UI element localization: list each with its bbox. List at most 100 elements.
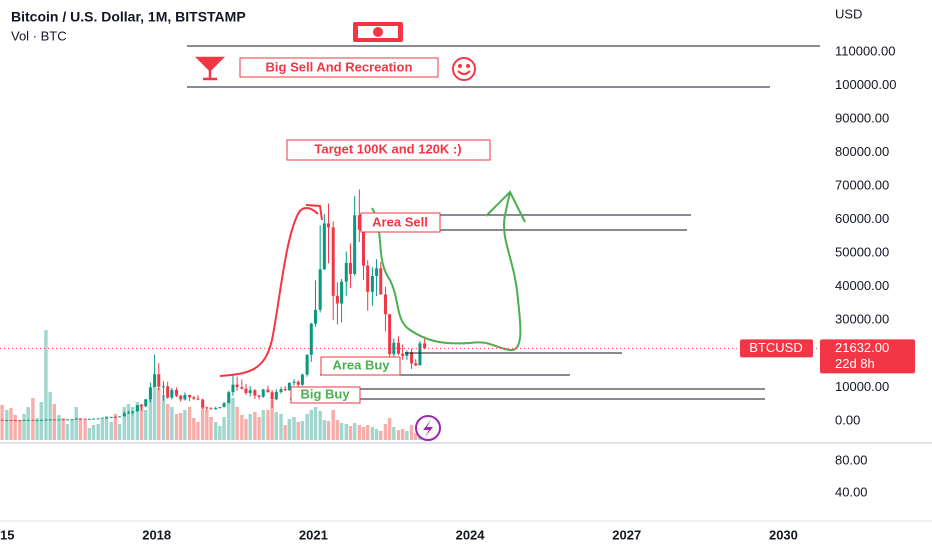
volume-bar bbox=[161, 395, 166, 440]
volume-bar bbox=[352, 423, 357, 440]
candle-body bbox=[327, 223, 331, 228]
volume-bar bbox=[83, 420, 87, 440]
volume-bar bbox=[22, 414, 26, 440]
candle-body bbox=[91, 418, 95, 420]
volume-bar bbox=[91, 425, 96, 440]
candle-body bbox=[188, 394, 192, 398]
volume-bar bbox=[48, 392, 52, 440]
price-label-box bbox=[820, 339, 915, 374]
y-tick-label: 100000.00 bbox=[835, 77, 896, 92]
volume-bar bbox=[165, 404, 170, 440]
volume-bar bbox=[305, 414, 309, 440]
candle-body bbox=[161, 386, 165, 388]
y-tick-label: 90000.00 bbox=[835, 110, 889, 125]
volume-bar bbox=[392, 427, 396, 440]
candle-body bbox=[9, 420, 13, 422]
volume-bar bbox=[274, 412, 278, 440]
candle-body bbox=[296, 381, 300, 385]
y-tick-label: 80.00 bbox=[835, 452, 868, 467]
countdown-label: 22d 8h bbox=[835, 356, 875, 371]
candle-body bbox=[214, 407, 218, 410]
glass-icon bbox=[194, 56, 226, 81]
volume-bar bbox=[218, 426, 222, 440]
candle-body bbox=[44, 419, 48, 421]
candle-body bbox=[362, 229, 366, 266]
volume-bar bbox=[240, 415, 244, 440]
volume-bar bbox=[35, 418, 39, 440]
volume-bar bbox=[396, 430, 401, 440]
candle-body bbox=[0, 419, 4, 421]
candle-body bbox=[78, 418, 82, 420]
volume-bar bbox=[335, 420, 340, 440]
plot-area bbox=[0, 189, 427, 440]
volume-bar bbox=[287, 419, 292, 440]
annotation-box bbox=[286, 139, 491, 161]
candle-body bbox=[113, 416, 117, 418]
volume-bar bbox=[39, 402, 43, 440]
volume-bar bbox=[61, 418, 65, 440]
candle-body bbox=[270, 392, 274, 400]
volume-bar bbox=[44, 330, 48, 440]
candle-body bbox=[410, 352, 414, 364]
candle-body bbox=[357, 215, 361, 230]
candle-body bbox=[244, 388, 248, 394]
volume-bar bbox=[31, 398, 35, 440]
y-tick-label: 70000.00 bbox=[835, 178, 889, 193]
candle-body bbox=[39, 419, 43, 421]
price-label: 21632.00 bbox=[835, 340, 889, 355]
candle-body bbox=[109, 416, 113, 418]
x-tick-label: 2030 bbox=[769, 527, 798, 542]
volume-bar bbox=[270, 400, 274, 440]
volume-bar bbox=[309, 410, 313, 440]
y-tick-label: 50000.00 bbox=[835, 245, 889, 260]
volume-bar bbox=[339, 423, 344, 440]
volume-bar bbox=[326, 421, 331, 440]
volume-bar bbox=[279, 414, 283, 440]
drawn-curve bbox=[219, 204, 323, 377]
volume-bar bbox=[214, 422, 218, 440]
volume-bar bbox=[253, 412, 257, 440]
volume-bar bbox=[96, 424, 100, 440]
drawn-curve bbox=[371, 190, 526, 351]
volume-bar bbox=[231, 398, 235, 440]
volume-bar bbox=[100, 419, 105, 440]
volume-bar bbox=[65, 424, 70, 440]
volume-bar bbox=[365, 425, 370, 440]
candle-body bbox=[305, 354, 309, 375]
volume-bar bbox=[152, 388, 157, 440]
volume-bar bbox=[126, 404, 131, 440]
y-tick-label: 30000.00 bbox=[835, 312, 889, 327]
volume-bar bbox=[292, 417, 296, 440]
volume-bar bbox=[57, 415, 61, 440]
candle-body bbox=[335, 295, 339, 304]
candle-body bbox=[375, 268, 379, 277]
volume-bar bbox=[379, 431, 383, 440]
y-tick-label: 40000.00 bbox=[835, 278, 889, 293]
volume-bar bbox=[344, 424, 348, 440]
volume-bar bbox=[313, 407, 318, 440]
candle-body bbox=[35, 420, 39, 422]
volume-bar bbox=[117, 424, 122, 440]
candle-body bbox=[401, 353, 405, 356]
candle-body bbox=[231, 384, 235, 393]
candle-body bbox=[397, 342, 401, 354]
candle-body bbox=[300, 374, 304, 385]
candle-body bbox=[122, 413, 126, 417]
candle-body bbox=[340, 281, 344, 304]
y-tick-label: 0.00 bbox=[835, 412, 860, 427]
candle-body bbox=[274, 391, 278, 400]
candle-body bbox=[313, 309, 317, 324]
candle-body bbox=[205, 407, 209, 409]
chart-subtitle: Vol · BTC bbox=[11, 28, 67, 43]
annotation-box bbox=[360, 212, 441, 233]
volume-bar bbox=[200, 405, 205, 440]
candle-body bbox=[348, 262, 352, 274]
volume-bar bbox=[0, 405, 4, 440]
candle-body bbox=[100, 417, 104, 419]
smiley-icon bbox=[452, 57, 476, 81]
volume-bar bbox=[348, 426, 353, 440]
candle-body bbox=[423, 343, 427, 349]
candle-body bbox=[183, 394, 187, 400]
candle-body bbox=[383, 294, 387, 315]
